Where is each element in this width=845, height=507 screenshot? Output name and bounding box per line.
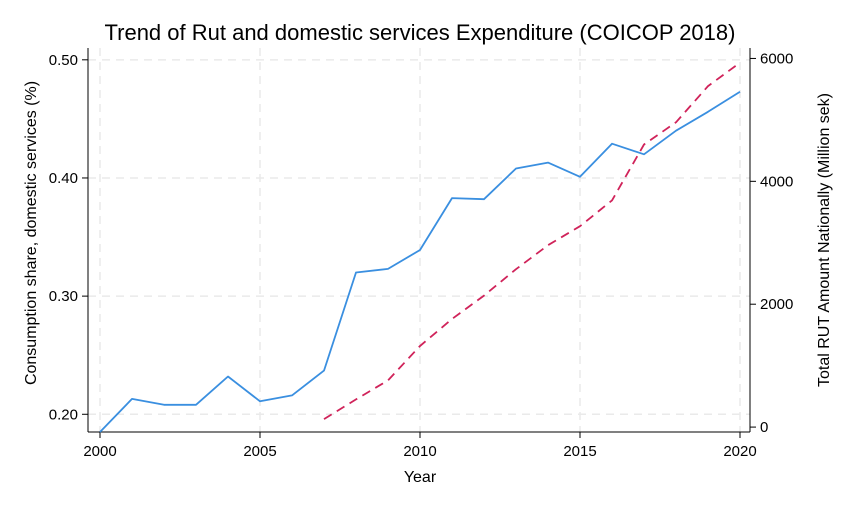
- data-point-s0-2020: [738, 89, 743, 94]
- y-left-tick-label-2: 0.40: [49, 170, 78, 187]
- series-line-consumption-share: [99, 90, 741, 433]
- chart-title: Trend of Rut and domestic services Expen…: [105, 20, 736, 45]
- data-point-s0-2015: [578, 174, 583, 179]
- y-right-axis-label: Total RUT Amount Nationally (Million sek…: [816, 93, 833, 387]
- y-right-tick-label-0: 0: [760, 419, 768, 436]
- data-point-s1-2008: [354, 397, 359, 402]
- data-point-s0-2016: [610, 141, 615, 146]
- y-right-tick-label-2: 4000: [760, 173, 793, 190]
- y-left-tick-label-3: 0.50: [49, 52, 78, 69]
- data-point-s1-2020: [738, 60, 743, 65]
- data-point-s0-2009: [386, 266, 391, 271]
- data-point-s0-2014: [546, 160, 551, 165]
- axes: 2000 2005 2010 2015 2020 0.20 0.30 0.40 0.50 0 200…: [49, 48, 793, 460]
- data-point-s1-2015: [578, 224, 583, 229]
- x-tick-label-4: 2020: [723, 443, 756, 460]
- data-point-s0-2000: [98, 430, 103, 435]
- data-point-s1-2018: [674, 120, 679, 125]
- data-point-s1-2011: [450, 316, 455, 321]
- data-point-s0-2011: [450, 196, 455, 201]
- data-point-s0-2004: [226, 374, 231, 379]
- gridlines: [88, 48, 750, 432]
- data-point-s0-2006: [290, 393, 295, 398]
- data-point-s1-2007: [322, 417, 327, 422]
- data-point-s0-2017: [642, 152, 647, 157]
- series-line-rut-amount: [323, 61, 741, 420]
- data-point-s1-2013: [514, 267, 519, 272]
- y-left-tick-label-1: 0.30: [49, 288, 78, 305]
- data-point-s0-2010: [418, 248, 423, 253]
- data-point-s0-2019: [706, 109, 711, 114]
- y-right-tick-label-1: 2000: [760, 296, 793, 313]
- data-point-s1-2012: [482, 293, 487, 298]
- series-lines: [98, 60, 743, 435]
- data-point-s0-2012: [482, 197, 487, 202]
- x-tick-label-2: 2010: [403, 443, 436, 460]
- data-point-s0-2008: [354, 270, 359, 275]
- data-point-s1-2014: [546, 243, 551, 248]
- x-axis-label: Year: [404, 469, 437, 486]
- data-point-s0-2001: [130, 396, 135, 401]
- x-tick-label-1: 2005: [243, 443, 276, 460]
- data-point-s0-2002: [162, 402, 167, 407]
- y-left-tick-label-0: 0.20: [49, 406, 78, 423]
- data-point-s0-2018: [674, 128, 679, 133]
- x-tick-label-3: 2015: [563, 443, 596, 460]
- data-point-s1-2019: [706, 84, 711, 89]
- data-point-s0-2003: [194, 402, 199, 407]
- data-point-s0-2013: [514, 166, 519, 171]
- data-point-s1-2016: [610, 198, 615, 203]
- y-left-axis-label: Consumption share, domestic services (%): [23, 81, 40, 385]
- x-tick-label-0: 2000: [83, 443, 116, 460]
- data-point-s1-2017: [642, 142, 647, 147]
- y-right-tick-label-3: 6000: [760, 50, 793, 67]
- data-point-s0-2007: [322, 368, 327, 373]
- data-point-s0-2005: [258, 399, 263, 404]
- data-point-s1-2010: [418, 343, 423, 348]
- data-point-s1-2009: [386, 378, 391, 383]
